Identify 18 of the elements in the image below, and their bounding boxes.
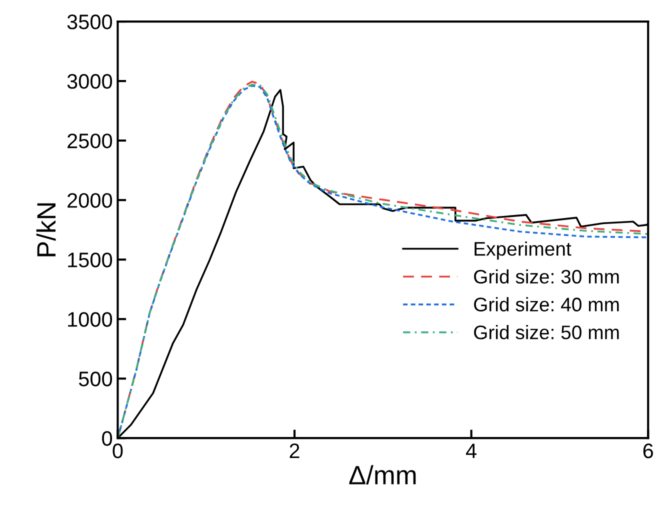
x-tick-label: 4 bbox=[466, 444, 476, 458]
y-tick-label: 1500 bbox=[68, 252, 112, 268]
x-axis-title: Δ/mm bbox=[349, 465, 416, 485]
y-tick-label: 500 bbox=[78, 372, 112, 386]
y-tick-label: 0 bbox=[102, 431, 112, 446]
y-tick-label: 2500 bbox=[68, 134, 112, 148]
legend-label: Grid size: 50 mm bbox=[474, 325, 619, 340]
legend-label: Grid size: 30 mm bbox=[474, 269, 619, 284]
legend-label: Grid size: 40 mm bbox=[474, 297, 619, 312]
x-tick-label: 0 bbox=[112, 444, 123, 458]
y-tick-label: 3500 bbox=[67, 14, 112, 30]
y-axis-title: P/kN bbox=[36, 203, 56, 256]
y-tick-label: 1000 bbox=[68, 312, 112, 327]
x-tick-label: 2 bbox=[290, 444, 300, 458]
y-tick-label: 2000 bbox=[68, 193, 112, 208]
legend-label: Experiment bbox=[474, 241, 572, 260]
x-tick-label: 6 bbox=[643, 444, 653, 458]
y-tick-label: 3000 bbox=[67, 74, 112, 89]
